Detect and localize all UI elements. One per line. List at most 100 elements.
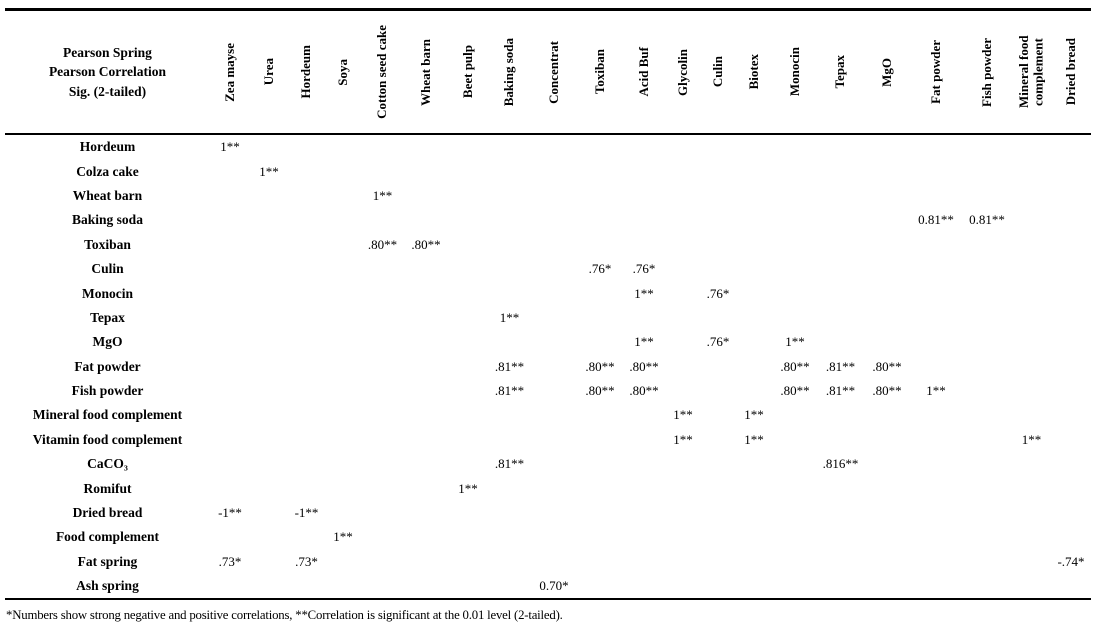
correlation-cell <box>623 184 665 208</box>
correlation-cell <box>735 574 773 599</box>
row-label: MgO <box>92 334 123 350</box>
correlation-cell <box>577 428 623 452</box>
correlation-cell <box>404 281 448 305</box>
correlation-cell: 1** <box>458 480 478 496</box>
correlation-cell <box>962 159 1012 183</box>
correlation-cell <box>817 574 864 599</box>
correlation-cell <box>735 379 773 403</box>
correlation-cell <box>864 208 910 232</box>
correlation-cell <box>817 134 864 159</box>
row-label: Tepax <box>90 309 125 325</box>
correlation-cell: .80** <box>872 383 902 399</box>
correlation-cell <box>250 257 288 281</box>
correlation-cell <box>1051 159 1091 183</box>
correlation-cell <box>962 403 1012 427</box>
correlation-cell: 1** <box>333 529 353 545</box>
correlation-cell: .80** <box>629 383 659 399</box>
correlation-cell <box>864 233 910 257</box>
correlation-cell <box>250 525 288 549</box>
column-header-label: MgO <box>878 57 894 87</box>
correlation-cell <box>361 330 404 354</box>
correlation-cell <box>288 184 325 208</box>
correlation-cell <box>623 476 665 500</box>
correlation-cell <box>910 257 962 281</box>
correlation-cell <box>1012 134 1051 159</box>
correlation-cell: -1** <box>294 505 319 521</box>
correlation-cell <box>1051 257 1091 281</box>
row-label: Vitamin food complement <box>32 431 183 447</box>
correlation-cell <box>910 134 962 159</box>
column-header: Hordeum <box>288 10 325 135</box>
table-row: Tepax 1** <box>5 306 1091 330</box>
correlation-cell <box>361 428 404 452</box>
correlation-cell <box>1051 428 1091 452</box>
correlation-cell <box>701 208 735 232</box>
correlation-cell <box>665 501 701 525</box>
correlation-cell <box>325 550 361 574</box>
correlation-cell <box>404 550 448 574</box>
correlation-cell <box>665 476 701 500</box>
correlation-cell <box>665 355 701 379</box>
column-header: Monocin <box>773 10 817 135</box>
correlation-cell <box>404 184 448 208</box>
column-header-label: Fish powder <box>978 37 994 107</box>
correlation-cell <box>577 550 623 574</box>
correlation-cell <box>864 452 910 476</box>
correlation-cell: .76* <box>588 261 612 277</box>
column-header-label: Glycolin <box>674 48 690 96</box>
table-body: Hordeum 1** Colza cake 1** Wheat barn 1** Baki… <box>5 134 1091 600</box>
correlation-cell <box>531 550 577 574</box>
correlation-cell <box>488 330 531 354</box>
correlation-cell <box>288 306 325 330</box>
correlation-cell <box>210 452 250 476</box>
correlation-cell <box>701 159 735 183</box>
column-header: Biotex <box>735 10 773 135</box>
corner-title-line-1: Pearson Spring <box>63 44 152 60</box>
correlation-cell: 1** <box>785 334 805 350</box>
correlation-cell <box>817 403 864 427</box>
correlation-cell <box>577 281 623 305</box>
table-row: Fat powder .81** .80** .80** .80** .81** .80** <box>5 355 1091 379</box>
correlation-cell <box>325 208 361 232</box>
correlation-cell <box>1012 184 1051 208</box>
row-label: Fat powder <box>74 358 141 374</box>
column-header-label: Biotex <box>745 54 761 90</box>
correlation-cell <box>623 525 665 549</box>
correlation-cell <box>404 134 448 159</box>
column-header-label: Hordeum <box>298 45 314 99</box>
correlation-cell <box>210 184 250 208</box>
column-header-label: Mineral food complement <box>1015 35 1046 109</box>
correlation-cell <box>1051 233 1091 257</box>
correlation-cell <box>1012 476 1051 500</box>
correlation-cell: -.74* <box>1057 553 1085 569</box>
correlation-cell <box>288 355 325 379</box>
correlation-cell <box>665 257 701 281</box>
table-row: Vitamin food complement 1** 1** 1** <box>5 428 1091 452</box>
correlation-cell <box>623 208 665 232</box>
correlation-cell <box>910 452 962 476</box>
correlation-cell <box>488 208 531 232</box>
correlation-cell: .73* <box>295 553 318 569</box>
correlation-cell <box>288 159 325 183</box>
correlation-cell <box>210 574 250 599</box>
correlation-cell <box>488 428 531 452</box>
correlation-cell <box>404 525 448 549</box>
correlation-cell <box>773 574 817 599</box>
correlation-cell <box>864 306 910 330</box>
correlation-cell <box>531 452 577 476</box>
correlation-cell <box>325 233 361 257</box>
column-header: Glycolin <box>665 10 701 135</box>
correlation-cell <box>665 281 701 305</box>
correlation-cell <box>288 428 325 452</box>
correlation-cell <box>773 134 817 159</box>
correlation-cell <box>962 501 1012 525</box>
correlation-cell <box>962 574 1012 599</box>
correlation-cell <box>623 403 665 427</box>
correlation-cell <box>531 379 577 403</box>
table-row: Food complement 1** <box>5 525 1091 549</box>
correlation-cell <box>665 550 701 574</box>
correlation-cell <box>701 184 735 208</box>
correlation-cell <box>701 379 735 403</box>
correlation-cell <box>488 257 531 281</box>
